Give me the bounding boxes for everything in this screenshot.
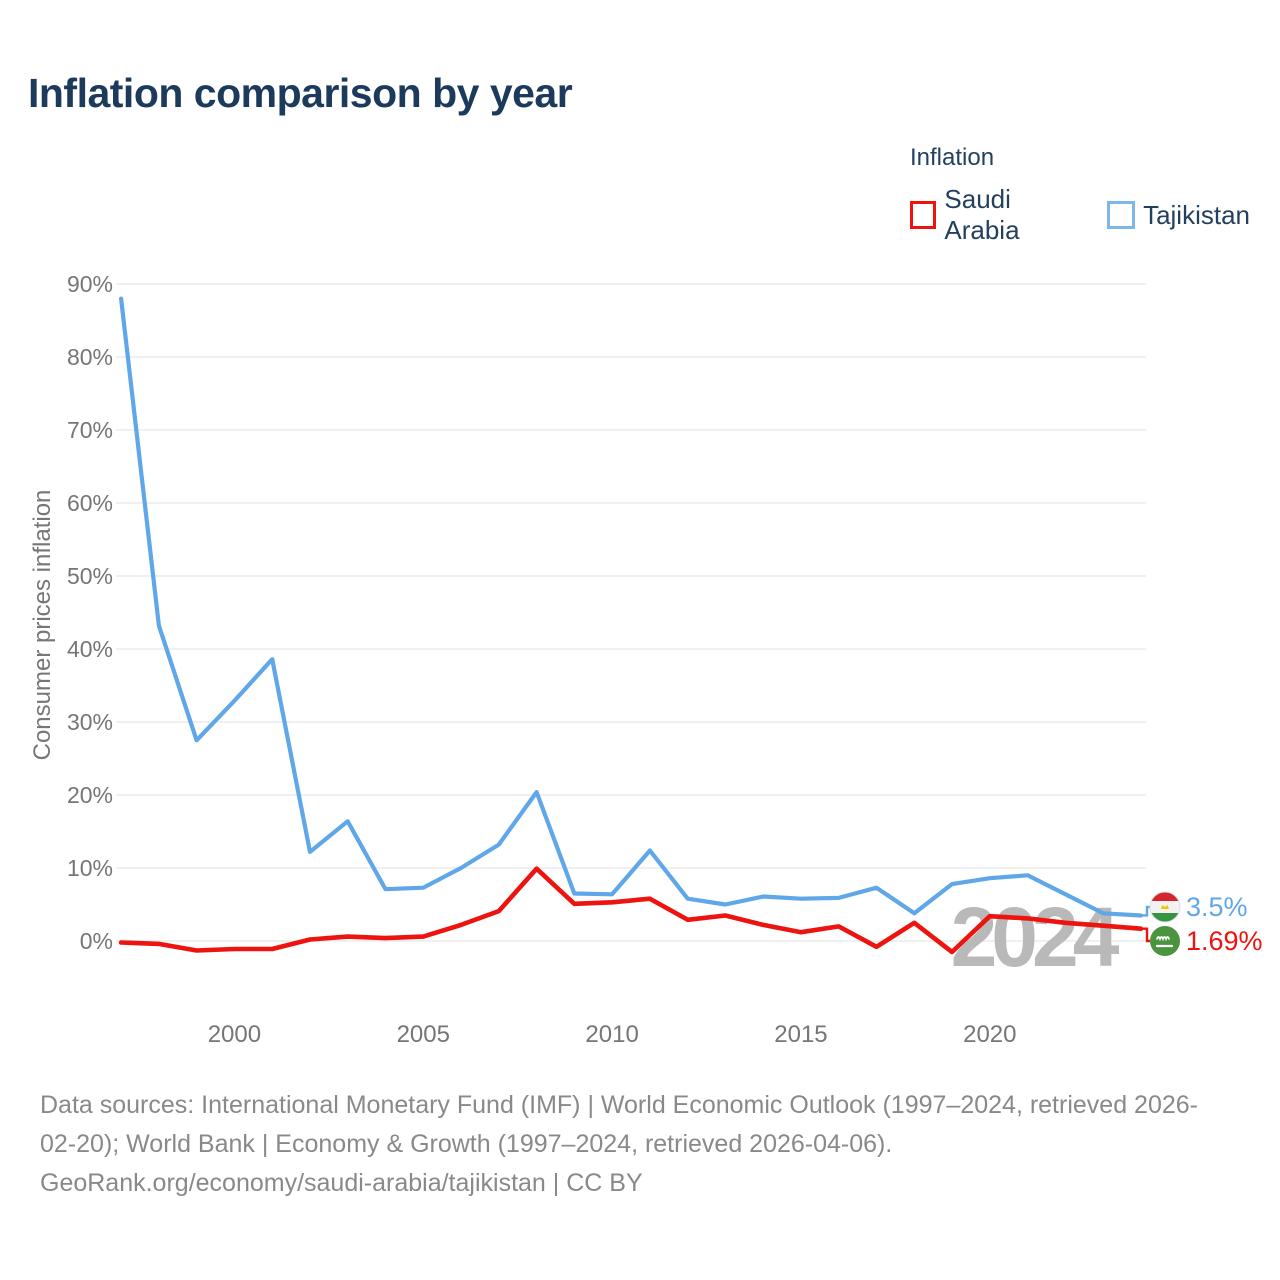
y-axis-tick-label: 60% xyxy=(67,490,113,516)
data-sources-footer: Data sources: International Monetary Fun… xyxy=(40,1086,1250,1203)
y-axis-tick-label: 70% xyxy=(67,417,113,443)
y-axis-tick-label: 0% xyxy=(80,928,113,954)
footer-line: Data sources: International Monetary Fun… xyxy=(40,1091,1198,1119)
x-axis-tick-label: 2010 xyxy=(585,1021,638,1048)
footer-line: 02-20); World Bank | Economy & Growth (1… xyxy=(40,1130,893,1158)
end-value-label: 1.69% xyxy=(1186,926,1263,956)
y-axis-title: Consumer prices inflation xyxy=(29,490,56,761)
end-connector xyxy=(1141,905,1150,917)
x-axis-tick-label: 2000 xyxy=(208,1021,261,1048)
y-axis-tick-label: 80% xyxy=(67,344,113,370)
series-line-saudi-arabia[interactable] xyxy=(118,866,1144,955)
saudi-arabia-swatch-icon xyxy=(910,201,937,229)
saudi-arabia-flag-icon xyxy=(1150,926,1180,956)
watermark-year: 2024 xyxy=(951,890,1120,984)
page-title: Inflation comparison by year xyxy=(28,70,573,116)
y-axis-tick-label: 50% xyxy=(67,563,113,589)
x-axis-tick-label: 2020 xyxy=(963,1021,1016,1048)
legend-item-tajikistan[interactable]: Tajikistan xyxy=(1107,200,1250,231)
legend-items: Saudi Arabia Tajikistan xyxy=(910,184,1250,246)
flag-script xyxy=(1156,936,1170,942)
legend-title: Inflation xyxy=(910,144,995,171)
y-axis-tick-label: 20% xyxy=(67,782,113,808)
tajikistan-flag-icon xyxy=(1150,892,1180,922)
legend-item-saudi-arabia[interactable]: Saudi Arabia xyxy=(910,184,1081,246)
y-axis-tick-label: 30% xyxy=(67,709,113,735)
y-axis-tick-label: 90% xyxy=(67,271,113,297)
flag-ring xyxy=(1149,891,1181,923)
y-axis-tick-label: 10% xyxy=(67,855,113,881)
y-axis-tick-label: 40% xyxy=(67,636,113,662)
tajikistan-swatch-icon xyxy=(1107,201,1136,229)
x-axis-tick-label: 2015 xyxy=(774,1021,827,1048)
end-connector xyxy=(1141,927,1150,943)
legend: Inflation Saudi Arabia Tajikistan xyxy=(910,144,1250,246)
legend-item-label: Saudi Arabia xyxy=(944,184,1020,245)
legend-item-label: Tajikistan xyxy=(1143,199,1250,230)
footer-line[interactable]: GeoRank.org/economy/saudi-arabia/tajikis… xyxy=(40,1169,643,1197)
x-axis-tick-label: 2005 xyxy=(397,1021,450,1048)
series-line-tajikistan[interactable] xyxy=(118,296,1144,918)
end-value-label: 3.5% xyxy=(1186,892,1248,922)
